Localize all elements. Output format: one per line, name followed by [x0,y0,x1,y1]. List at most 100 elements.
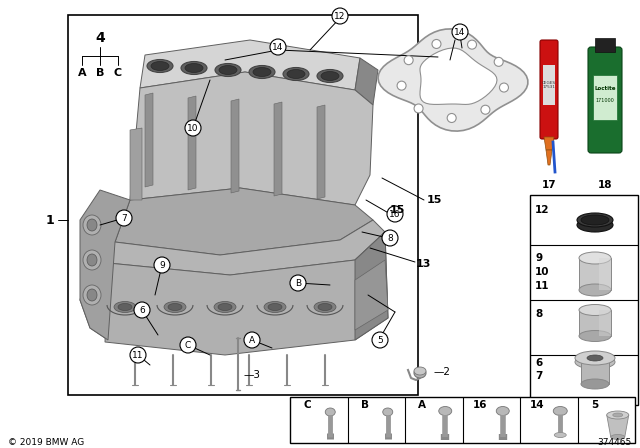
Ellipse shape [147,60,173,73]
Ellipse shape [253,68,271,77]
Ellipse shape [575,351,615,365]
Ellipse shape [151,61,169,70]
Ellipse shape [496,406,509,415]
Circle shape [414,104,423,113]
Ellipse shape [264,302,286,313]
Polygon shape [130,128,142,200]
Circle shape [244,332,260,348]
Text: 14: 14 [272,43,284,52]
Ellipse shape [587,355,603,361]
Polygon shape [317,105,325,199]
Polygon shape [130,72,373,205]
Circle shape [397,81,406,90]
Text: 6: 6 [535,358,542,368]
Ellipse shape [414,367,426,375]
Bar [543,65,555,105]
Text: B: B [361,400,369,410]
Bar [593,75,617,120]
Ellipse shape [581,379,609,389]
Circle shape [270,39,286,55]
Text: C: C [185,340,191,349]
Ellipse shape [612,413,623,417]
Polygon shape [140,40,360,90]
Circle shape [180,337,196,353]
Ellipse shape [414,368,426,378]
Ellipse shape [325,408,335,416]
Text: 9: 9 [535,253,542,263]
Circle shape [432,39,441,48]
Polygon shape [274,102,282,196]
Ellipse shape [611,435,625,439]
Ellipse shape [607,411,628,419]
Text: A: A [77,68,86,78]
Circle shape [494,57,503,66]
FancyBboxPatch shape [540,40,558,139]
Ellipse shape [164,302,186,313]
Circle shape [332,8,348,24]
Text: 11: 11 [535,281,550,291]
Text: 12: 12 [334,12,346,21]
Circle shape [468,40,477,49]
Polygon shape [546,150,552,165]
Polygon shape [80,235,108,340]
Ellipse shape [283,68,309,81]
Text: 18: 18 [598,180,612,190]
Circle shape [481,105,490,114]
Ellipse shape [553,406,567,415]
FancyBboxPatch shape [588,47,622,153]
Circle shape [499,83,508,92]
Ellipse shape [321,72,339,81]
Bar [530,195,638,405]
Polygon shape [420,48,497,104]
Polygon shape [231,99,239,193]
Polygon shape [105,232,388,355]
Text: 8: 8 [387,233,393,242]
Ellipse shape [219,65,237,74]
Ellipse shape [215,64,241,77]
Text: 16: 16 [472,400,487,410]
Ellipse shape [554,432,566,438]
Text: 6: 6 [139,306,145,314]
Polygon shape [188,96,196,190]
Ellipse shape [579,284,611,296]
Text: 374465: 374465 [598,438,632,447]
Text: © 2019 BMW AG: © 2019 BMW AG [8,438,84,447]
Bar [599,310,611,336]
Circle shape [185,120,201,136]
Polygon shape [80,190,130,340]
Text: 15: 15 [427,195,442,205]
Polygon shape [607,415,628,437]
Circle shape [130,347,146,363]
Text: 1: 1 [45,214,54,227]
Circle shape [404,56,413,65]
Circle shape [116,210,132,226]
Text: 5: 5 [377,336,383,345]
Text: —2: —2 [434,367,451,377]
Text: 12: 12 [535,205,550,215]
Ellipse shape [185,64,203,73]
Circle shape [134,302,150,318]
Text: A: A [419,400,426,410]
Ellipse shape [577,213,613,227]
Ellipse shape [118,303,132,310]
Polygon shape [145,93,153,187]
Bar [68,15,418,395]
Ellipse shape [579,252,611,264]
Polygon shape [115,188,373,255]
Ellipse shape [249,65,275,78]
Circle shape [290,275,306,291]
Ellipse shape [383,408,393,416]
Ellipse shape [575,355,615,369]
Polygon shape [544,137,554,150]
Ellipse shape [287,69,305,78]
Text: 11: 11 [132,350,144,359]
Bar [599,258,611,290]
Text: 17: 17 [541,180,556,190]
Text: B: B [96,68,104,78]
Polygon shape [355,260,388,330]
Text: B: B [295,279,301,288]
Ellipse shape [314,302,336,313]
Circle shape [387,206,403,222]
Polygon shape [355,58,378,105]
Text: 16: 16 [389,210,401,219]
